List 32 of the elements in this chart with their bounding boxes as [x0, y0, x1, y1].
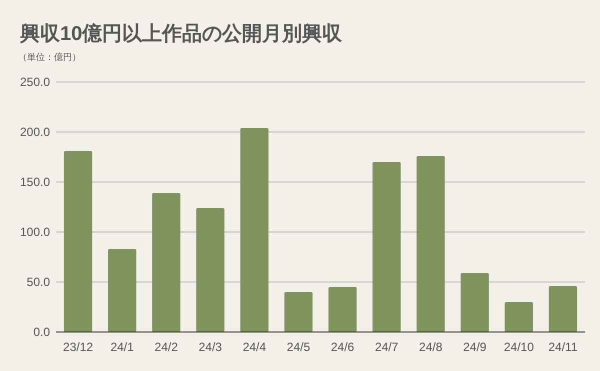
y-tick-label: 150.0	[20, 175, 50, 189]
x-tick-label: 24/9	[463, 340, 487, 354]
bar	[548, 286, 578, 332]
y-tick-label: 0.0	[33, 325, 50, 339]
bar	[240, 128, 268, 332]
bar	[416, 156, 445, 332]
x-tick-label: 24/10	[504, 340, 534, 354]
chart-subtitle: （単位：億円）	[18, 52, 81, 62]
x-tick-label: 24/11	[548, 340, 578, 354]
bar	[284, 292, 313, 332]
bar	[504, 302, 533, 332]
x-tick-label: 24/4	[242, 340, 266, 354]
chart-title: 興収10億円以上作品の公開月別興収	[19, 22, 344, 45]
bar	[196, 208, 224, 332]
y-tick-label: 250.0	[20, 75, 50, 89]
x-tick-label: 24/7	[374, 340, 399, 354]
bar	[108, 249, 136, 332]
x-tick-label: 24/6	[330, 340, 355, 354]
y-tick-label: 100.0	[20, 225, 50, 239]
y-tick-label: 50.0	[26, 275, 50, 289]
bar	[152, 193, 180, 332]
x-tick-label: 23/12	[63, 340, 94, 354]
x-tick-label: 24/2	[154, 340, 178, 354]
bar	[372, 162, 401, 332]
x-tick-label: 24/3	[198, 340, 222, 354]
bar	[64, 151, 92, 332]
bar	[460, 273, 489, 332]
y-tick-label: 200.0	[20, 125, 50, 139]
x-tick-label: 24/8	[419, 340, 443, 354]
x-tick-label: 24/1	[110, 340, 134, 354]
x-tick-label: 24/5	[286, 340, 310, 354]
bar	[328, 287, 357, 332]
